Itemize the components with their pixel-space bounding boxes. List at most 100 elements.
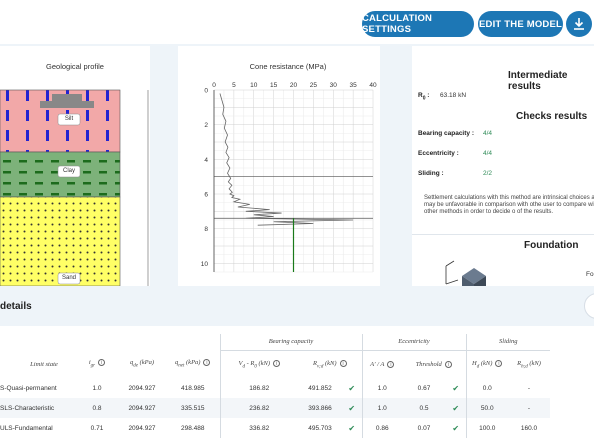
bearing-capacity-check-value: 4/4 [483,130,493,137]
rhd-cell: - [527,384,531,392]
info-icon[interactable]: i [444,360,452,368]
eccentricity-check-value: 4/4 [483,150,493,157]
hd-cell: 50.0 [465,398,508,418]
y-tick-label: 0 [204,88,208,95]
rhd-cell: - [527,404,531,412]
x-tick-label: 25 [310,82,318,89]
settlement-note: Settlement calculations with this method… [424,195,594,215]
qde-cell: 2094.927 [128,424,156,432]
x-tick-label: 35 [350,82,358,89]
rhd-header: Rh;d (kN) [517,359,541,369]
foundation-cut-label: Fo [586,271,594,278]
bearing-capacity-check-label: Bearing capacity : [418,130,474,137]
qde-cell: 2094.927 [128,384,156,392]
x-tick-label: 30 [330,82,338,89]
rvd-header: Rv;d (kN) i [298,350,362,378]
hd-cell: 100.0 [465,418,508,438]
rhd-cell: 160.0 [520,424,538,432]
foundation-3d-view [445,260,486,286]
check-icon: ✔ [452,403,460,413]
igr-cell: 0.71 [90,424,104,432]
divider [412,234,594,235]
results-panel: Geological profile [0,44,594,286]
table-row: ULS-Fundamental 0.71 2094.927 298.488 33… [0,418,550,438]
rvd-cell: 393.866 [308,404,332,412]
download-button[interactable] [566,11,592,37]
calculation-settings-button[interactable]: CALCULATION SETTINGS [362,11,474,37]
check-icon: ✔ [348,383,356,393]
table-row: SLS-Characteristic 0.8 2094.927 335.515 … [0,398,550,418]
cone-resistance-line [219,93,354,226]
intermediate-results-title: Intermediate results [508,70,568,92]
info-icon[interactable]: i [98,359,106,367]
info-icon[interactable]: i [339,359,347,367]
qde-cell: 2094.927 [128,404,156,412]
geological-profile-card: Geological profile [0,46,150,286]
silt-label: Silt [64,116,74,122]
details-table: Bearing capacity Eccentricity Sliding Li… [0,334,550,438]
qnet-header: qnet (kPa) i [166,350,220,378]
cone-resistance-card: Cone resistance (MPa) 0 5 10 15 20 25 30 35 40 0 2… [178,46,380,286]
vd-cell: 186.82 [219,378,298,398]
check-icon: ✔ [348,423,356,433]
y-tick-label: 8 [204,226,208,233]
x-tick-label: 15 [270,82,278,89]
foundation-title: Foundation [524,240,579,251]
geological-profile-title: Geological profile [46,62,104,71]
top-toolbar: CALCULATION SETTINGS EDIT THE MODEL [0,0,594,44]
vd-cell: 236.82 [219,398,298,418]
limit-state-cell: SLS-Characteristic [0,404,55,412]
x-tick-label: 5 [232,82,236,89]
threshold-cell: 0.5 [419,404,429,412]
ecc-cell: 1.0 [361,398,402,418]
details-toggle-button[interactable] [584,293,594,319]
details-header: details [0,286,594,326]
vd-cell: 336.82 [219,418,298,438]
eccentricity-group: Eccentricity [361,334,466,351]
sand-label: Sand [61,275,76,281]
x-tick-label: 10 [250,82,258,89]
igr-cell: 0.8 [92,404,102,412]
threshold-cell: 0.07 [417,424,431,432]
limit-state-cell: ULS-Fundamental [0,424,53,432]
y-tick-label: 2 [204,122,208,129]
hd-cell: 0.0 [465,378,508,398]
qnet-cell: 335.515 [181,404,205,412]
rvd-cell: 491.852 [308,384,332,392]
sand-layer [0,196,121,286]
checks-results-title: Checks results [516,111,588,122]
sliding-check-label: Sliding : [418,170,444,177]
details-section: details Bearing capacity Eccentricity Sl… [0,286,594,444]
r0-label: R0 : [418,92,430,102]
qde-header: qde (kPa) [129,359,155,369]
check-icon: ✔ [452,423,460,433]
info-icon[interactable]: i [495,359,503,367]
qnet-cell: 298.488 [181,424,205,432]
x-tick-label: 40 [369,82,377,89]
info-icon[interactable]: i [387,360,395,368]
sliding-group: Sliding [465,334,550,351]
threshold-header: Threshold i [402,350,466,378]
limit-state-header: Limit state [30,360,58,368]
info-icon[interactable]: i [203,359,211,367]
ecc-cell: 1.0 [361,378,402,398]
clay-label: Clay [62,168,75,174]
bearing-capacity-group: Bearing capacity [219,334,362,351]
y-tick-label: 4 [204,157,208,164]
qnet-cell: 418.985 [181,384,205,392]
igr-header: igr i [76,350,118,378]
r0-value: 63.18 kN [440,92,467,99]
check-icon: ✔ [452,383,460,393]
y-tick-label: 10 [201,261,209,268]
x-tick-label: 20 [290,82,298,89]
table-row: S-Quasi-permanent 1.0 2094.927 418.985 1… [0,378,550,398]
side-results-card: Intermediate results R0 : 63.18 kN Check… [412,46,594,286]
ecc-cell: 0.86 [361,418,402,438]
info-icon[interactable]: i [273,359,281,367]
vd-header: Vd - R0 (kN) i [219,350,298,378]
cone-resistance-title: Cone resistance (MPa) [249,62,327,71]
cone-resistance-chart: 0 5 10 15 20 25 30 35 40 0 2 4 6 8 10 [201,82,377,273]
edit-model-button[interactable]: EDIT THE MODEL [478,11,563,37]
check-icon: ✔ [348,403,356,413]
